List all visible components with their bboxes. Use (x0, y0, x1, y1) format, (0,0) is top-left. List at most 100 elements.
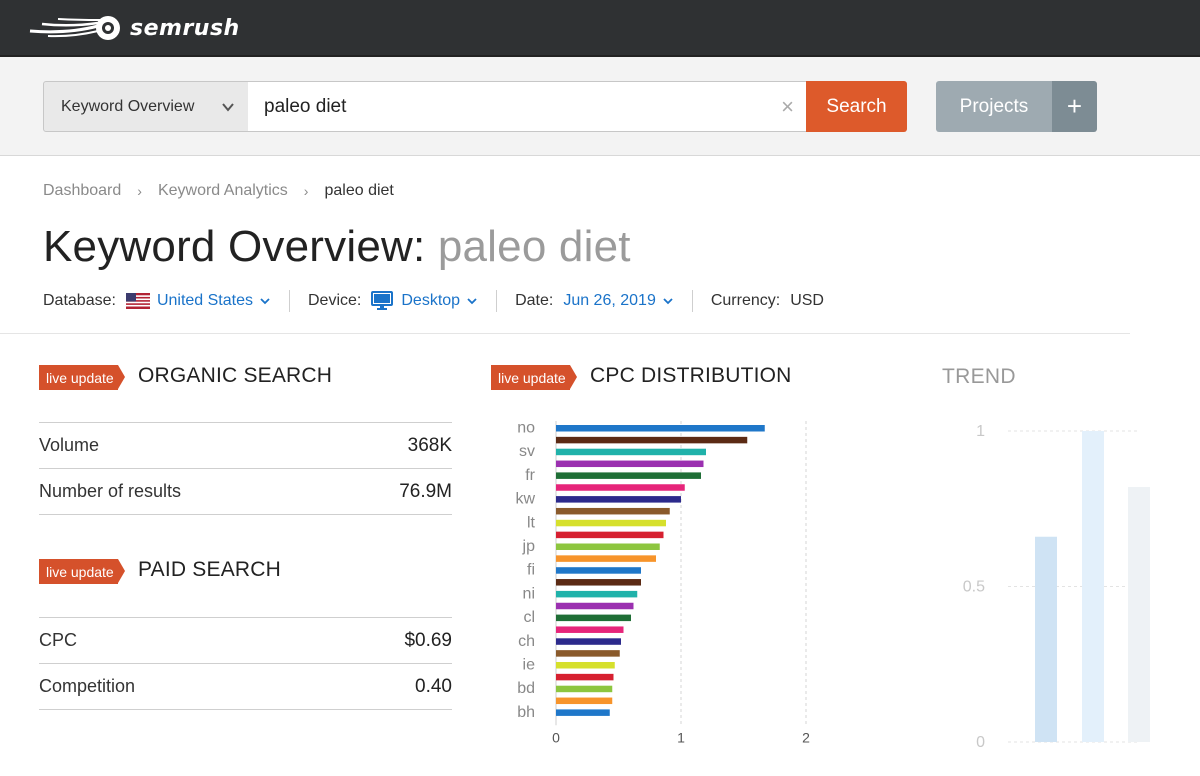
cpc-distribution-chart: no sv fr kw lt jp fi ni cl ch ie bd bh 0 1 2 (515, 420, 810, 746)
section-divider (0, 333, 1130, 334)
chevron-down-icon (260, 298, 270, 305)
country-label: fi (527, 562, 535, 579)
tool-dropdown[interactable]: Keyword Overview (43, 81, 249, 132)
x-tick-label: 2 (802, 729, 810, 745)
cpc-bar (556, 448, 706, 456)
add-project-button[interactable]: + (1052, 81, 1097, 132)
chevron-down-icon (222, 103, 234, 112)
cpc-bar (556, 602, 634, 610)
database-selector[interactable]: United States (125, 292, 271, 310)
country-label: sv (519, 443, 535, 460)
us-flag-icon (125, 293, 150, 309)
chevron-right-icon: › (137, 183, 142, 199)
filter-divider (496, 290, 498, 312)
country-label: ie (523, 657, 536, 674)
report-filters: Database: United States Device: Desktop … (43, 290, 824, 312)
currency-value: USD (790, 292, 824, 309)
cpc-bar (556, 425, 765, 432)
database-value: United States (156, 292, 253, 309)
country-label: ch (518, 633, 535, 650)
cpc-bar (556, 496, 681, 503)
metric-value: $0.69 (404, 629, 452, 651)
country-label: kw (515, 491, 535, 508)
metric-label: Volume (39, 435, 100, 455)
date-selector[interactable]: Jun 26, 2019 (563, 292, 674, 310)
cpc-bar (556, 484, 685, 491)
paid-search-title: PAID SEARCH (138, 558, 282, 581)
organic-search-title: ORGANIC SEARCH (138, 364, 333, 387)
semrush-fireball-icon (29, 16, 120, 40)
cpc-bar (556, 614, 631, 622)
country-label: bd (517, 680, 535, 697)
search-button[interactable]: Search (806, 81, 907, 132)
chevron-down-icon (467, 298, 477, 305)
search-bar: Keyword Overview paleo diet × Search Pro… (0, 57, 1200, 156)
breadcrumb-current: paleo diet (324, 182, 394, 199)
y-tick-label: 1 (976, 423, 985, 440)
country-label: bh (517, 704, 535, 721)
cpc-bar (556, 709, 610, 716)
brand-name: semrush (130, 15, 240, 41)
metric-row-competition: Competition 0.40 (39, 663, 452, 709)
cpc-bar (556, 685, 613, 693)
device-label: Device: (308, 292, 362, 309)
cpc-bar (556, 519, 666, 527)
metric-row-cpc: CPC $0.69 (39, 617, 452, 663)
trend-bar (1035, 536, 1057, 742)
trend-bar (1082, 431, 1104, 742)
desktop-icon (371, 291, 394, 310)
metric-divider (39, 514, 452, 515)
device-value: Desktop (401, 292, 461, 309)
currency-label: Currency: (710, 292, 781, 309)
cpc-bar (556, 472, 701, 479)
filter-divider (289, 290, 290, 312)
page-title: Keyword Overview: paleo diet (43, 222, 631, 272)
chevron-right-icon: › (303, 183, 309, 199)
live-update-badge: live update (39, 559, 125, 584)
trend-bar (1128, 486, 1150, 742)
breadcrumb-keyword-analytics[interactable]: Keyword Analytics (157, 182, 288, 199)
metric-row-volume: Volume 368K (39, 422, 452, 468)
trend-chart: 00.51 (963, 423, 1150, 751)
y-tick-label: 0.5 (963, 579, 985, 596)
cpc-distribution-title: CPC DISTRIBUTION (590, 364, 792, 387)
cpc-bar (556, 567, 641, 574)
metric-value: 76.9M (399, 480, 452, 502)
metric-label: Number of results (39, 481, 182, 501)
live-update-badge: live update (39, 365, 125, 390)
metric-value: 0.40 (415, 675, 452, 697)
y-tick-label: 0 (976, 734, 985, 751)
cpc-bar (556, 590, 638, 598)
semrush-logo[interactable]: semrush (28, 14, 240, 42)
date-label: Date: (515, 292, 554, 309)
cpc-bar (556, 638, 621, 645)
country-label: cl (523, 609, 535, 626)
cpc-bar (556, 673, 614, 681)
cpc-bar (556, 650, 620, 657)
top-navigation-bar: semrush (0, 0, 1200, 57)
trend-title: TREND (942, 365, 1016, 388)
cpc-bar (556, 697, 613, 705)
metric-divider (39, 709, 452, 710)
cpc-bar (556, 626, 624, 633)
chevron-down-icon (663, 298, 673, 305)
projects-button[interactable]: Projects (936, 81, 1052, 132)
date-value: Jun 26, 2019 (563, 292, 656, 309)
cpc-bar (556, 460, 704, 468)
cpc-bar (556, 543, 660, 550)
x-tick-label: 0 (552, 729, 560, 745)
clear-icon[interactable]: × (781, 94, 794, 119)
keyword-search-input[interactable]: paleo diet × (248, 81, 807, 132)
cpc-bar (556, 436, 748, 444)
breadcrumb: Dashboard › Keyword Analytics › paleo di… (43, 182, 394, 200)
country-label: fr (525, 467, 535, 484)
cpc-bar (556, 531, 664, 539)
filter-divider (691, 290, 693, 312)
page-title-keyword: paleo diet (437, 222, 631, 271)
database-label: Database: (43, 292, 116, 309)
breadcrumb-dashboard[interactable]: Dashboard (43, 182, 122, 199)
live-update-badge: live update (491, 365, 577, 390)
country-label: jp (522, 538, 536, 555)
device-selector[interactable]: Desktop (371, 291, 478, 311)
metric-label: Competition (39, 676, 136, 696)
